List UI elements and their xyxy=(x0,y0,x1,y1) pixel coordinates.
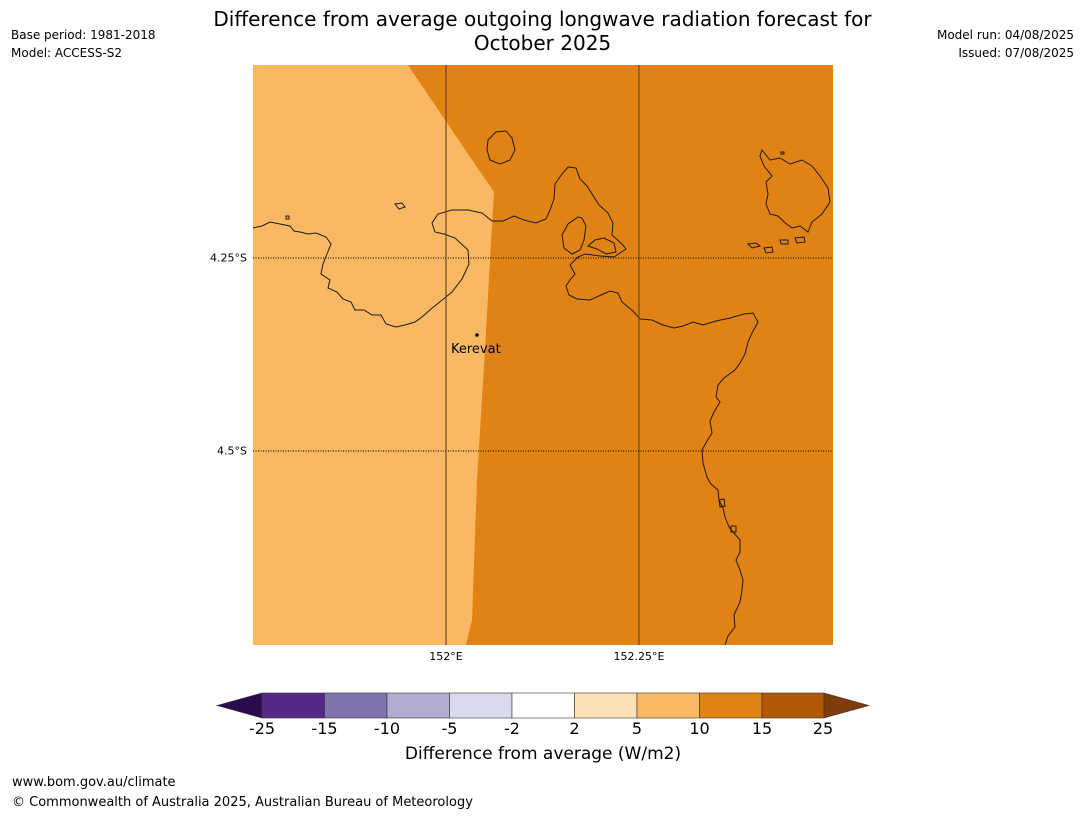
lon-label-152: 152°E xyxy=(429,650,463,663)
colorbar-segment-7 xyxy=(636,692,700,719)
colorbar-segment-5 xyxy=(511,692,575,719)
footer-copyright: © Commonwealth of Australia 2025, Austra… xyxy=(12,795,473,810)
colorbar-tick: 15 xyxy=(751,719,773,738)
island-watom xyxy=(486,130,516,165)
island-small-east-4 xyxy=(794,236,806,244)
colorbar-extend-low xyxy=(215,692,263,719)
colorbar-tick: -2 xyxy=(504,719,520,738)
title-line-1: Difference from average outgoing longwav… xyxy=(213,7,872,31)
colorbar-title: Difference from average (W/m2) xyxy=(404,744,682,764)
colorbar-tick: -5 xyxy=(441,719,458,738)
place-label-kerevat: Kerevat xyxy=(451,342,501,357)
model-text: Model: ACCESS-S2 xyxy=(11,46,123,60)
lat-label-4-25: 4.25°S xyxy=(210,251,247,265)
colorbar-segment-9 xyxy=(761,692,825,719)
meta-left: Base period: 1981-2018 Model: ACCESS-S2 xyxy=(11,26,156,62)
island-small-east-1 xyxy=(746,242,762,249)
model-run-text: Model run: 04/08/2025 xyxy=(936,28,1074,42)
colorbar-tick: 25 xyxy=(812,719,834,738)
coastline xyxy=(252,130,831,646)
island-small-east-2 xyxy=(763,246,774,254)
island-river-islet-2 xyxy=(730,525,737,533)
meta-right: Model run: 04/08/2025 Issued: 07/08/2025 xyxy=(937,26,1074,62)
issued-text: Issued: 07/08/2025 xyxy=(958,46,1074,60)
title-line-2: October 2025 xyxy=(473,31,612,55)
island-small-west xyxy=(394,202,406,210)
colorbar-segment-3 xyxy=(386,692,450,719)
colorbar-segment-4 xyxy=(449,692,513,719)
colorbar xyxy=(215,692,871,719)
colorbar-segment-1 xyxy=(261,692,325,719)
coastline-gazelle-peninsula xyxy=(252,166,759,646)
colorbar-tick: 5 xyxy=(631,719,643,738)
island-river-islet xyxy=(718,498,726,508)
anomaly-region-5-10 xyxy=(253,65,494,645)
lon-label-152-25: 152.25°E xyxy=(613,650,665,663)
colorbar-tick: -10 xyxy=(373,719,401,738)
chart-title: Difference from average outgoing longwav… xyxy=(150,7,935,55)
colorbar-segment-2 xyxy=(324,692,388,719)
colorbar-tick: -25 xyxy=(248,719,276,738)
lat-label-4-5: 4.5°S xyxy=(217,444,247,458)
base-period-text: Base period: 1981-2018 xyxy=(11,28,156,42)
footer-url[interactable]: www.bom.gov.au/climate xyxy=(12,775,176,790)
island-small-east-3 xyxy=(779,239,789,245)
island-dot-east xyxy=(780,151,785,155)
coastline-duke-of-york-islands xyxy=(759,148,831,233)
map-panel xyxy=(252,65,833,646)
coastline-west-bay xyxy=(561,216,587,255)
coastline-east-inlet xyxy=(587,237,617,255)
colorbar-segment-8 xyxy=(699,692,763,719)
colorbar-segment-6 xyxy=(574,692,638,719)
colorbar-tick: 10 xyxy=(689,719,710,738)
kerevat-marker xyxy=(475,333,479,337)
colorbar-tick: 2 xyxy=(569,719,580,738)
island-dot-west xyxy=(285,215,290,220)
colorbar-tick: -15 xyxy=(311,719,338,738)
colorbar-extend-high xyxy=(823,692,871,719)
